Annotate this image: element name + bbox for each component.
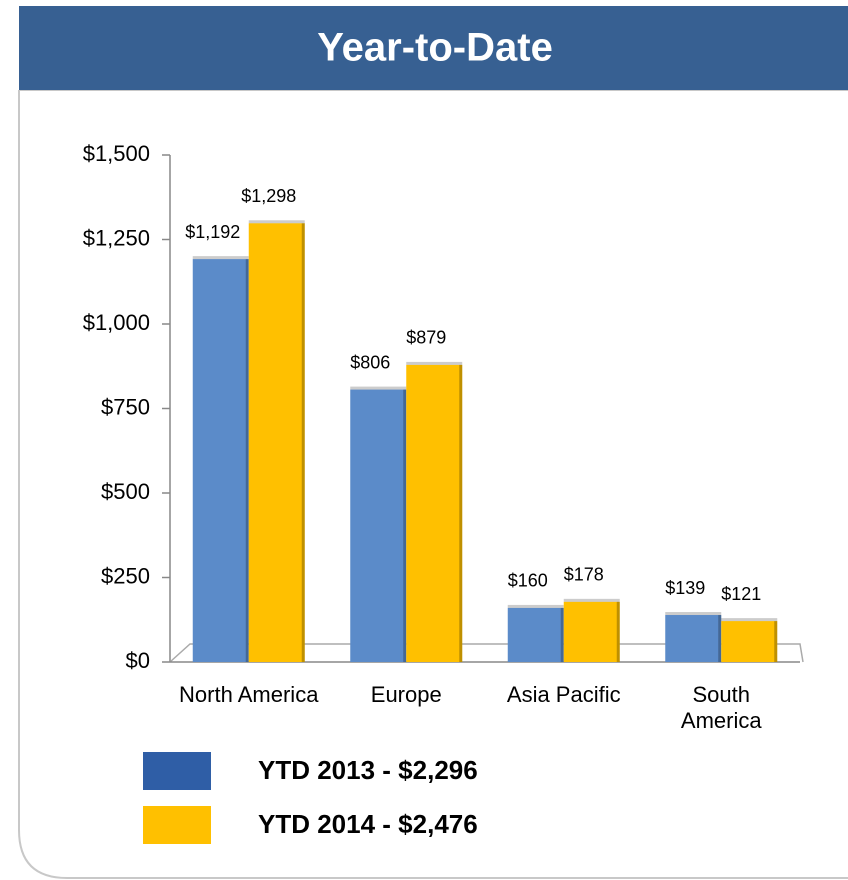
- bar: [248, 223, 305, 662]
- value-label: $806: [350, 352, 390, 372]
- legend-label: YTD 2013 - $2,296: [258, 755, 478, 785]
- bar-top: [721, 618, 778, 622]
- y-tick-label: $250: [101, 563, 150, 588]
- legend-swatch: [143, 752, 211, 790]
- value-label: $160: [508, 571, 548, 591]
- y-tick-label: $750: [101, 394, 150, 419]
- bar-side: [560, 607, 564, 662]
- bar: [406, 364, 463, 662]
- y-tick-label: $0: [126, 648, 150, 673]
- value-label: $1,298: [241, 186, 296, 206]
- y-tick-label: $1,500: [83, 141, 150, 166]
- bar: [721, 621, 778, 662]
- chart-title: Year-to-Date: [317, 26, 553, 70]
- x-tick-label: North America: [179, 682, 319, 707]
- value-label: $178: [564, 565, 604, 585]
- bar-top: [665, 612, 722, 616]
- bar-side: [718, 615, 722, 662]
- y-tick-label: $1,000: [83, 310, 150, 335]
- x-tick-label: Asia Pacific: [506, 682, 621, 707]
- bar-top: [507, 604, 564, 608]
- floor: [169, 643, 804, 663]
- bar-top: [350, 386, 407, 390]
- bar-top: [406, 361, 463, 365]
- bar: [665, 615, 722, 662]
- bar-top: [192, 256, 249, 260]
- header-bar: [19, 6, 848, 90]
- bar-side: [774, 621, 778, 662]
- value-label: $1,192: [185, 222, 240, 242]
- bar: [507, 607, 564, 662]
- bar-side: [616, 601, 620, 662]
- value-label: $139: [665, 578, 705, 598]
- value-label: $879: [406, 328, 446, 348]
- bar-top: [248, 220, 305, 224]
- x-tick-label: Europe: [370, 682, 442, 707]
- bar: [563, 601, 620, 662]
- bar: [192, 259, 249, 662]
- y-tick-label: $500: [101, 479, 150, 504]
- y-tick-label: $1,250: [83, 225, 150, 250]
- bar-side: [245, 259, 249, 662]
- bar: [350, 389, 407, 662]
- value-label: $121: [721, 584, 761, 604]
- x-tick-label: South America: [680, 682, 762, 733]
- bar-side: [403, 389, 407, 662]
- legend-swatch: [143, 806, 211, 844]
- bar-side: [459, 364, 463, 662]
- legend-label: YTD 2014 - $2,476: [258, 809, 478, 839]
- bar-side: [301, 223, 305, 662]
- bar-top: [563, 598, 620, 602]
